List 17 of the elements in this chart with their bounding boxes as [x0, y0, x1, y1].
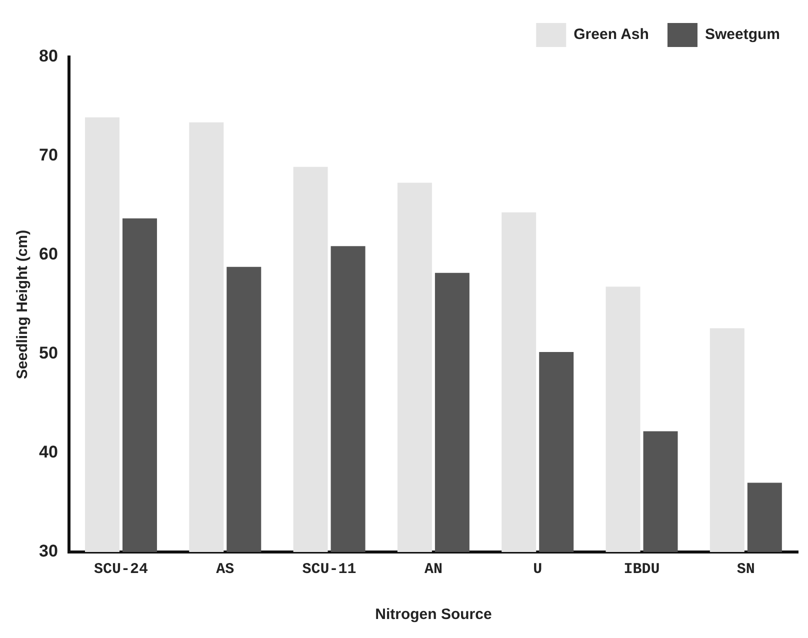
legend-label: Green Ash	[574, 26, 649, 44]
x-tick-label: SCU-11	[302, 560, 356, 578]
y-tick-label: 80	[38, 46, 58, 66]
legend-label: Sweetgum	[704, 26, 780, 44]
y-tick-label: 60	[38, 244, 58, 264]
y-tick-label: 30	[38, 542, 58, 561]
y-tick-label: 40	[38, 442, 58, 462]
x-tick-label: AN	[424, 560, 442, 578]
x-tick-label: SN	[736, 560, 755, 578]
y-tick-label: 70	[38, 146, 58, 165]
y-axis-title: Seedling Height (cm)	[14, 230, 32, 380]
x-tick-label: SCU-24	[94, 560, 148, 578]
x-tick-label: IBDU	[624, 560, 660, 578]
x-tick-label: U	[533, 560, 542, 578]
x-axis-title: Nitrogen Source	[375, 606, 492, 624]
x-tick-label: AS	[216, 560, 234, 578]
y-tick-label: 50	[38, 344, 58, 363]
